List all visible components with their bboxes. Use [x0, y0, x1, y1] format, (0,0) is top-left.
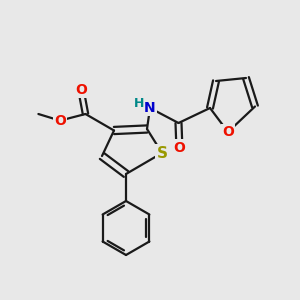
- Text: N: N: [144, 101, 156, 115]
- Text: O: O: [54, 114, 66, 128]
- Text: S: S: [157, 146, 167, 160]
- Text: O: O: [222, 125, 234, 139]
- Text: O: O: [173, 141, 185, 154]
- Text: H: H: [134, 97, 144, 110]
- Text: O: O: [75, 83, 87, 97]
